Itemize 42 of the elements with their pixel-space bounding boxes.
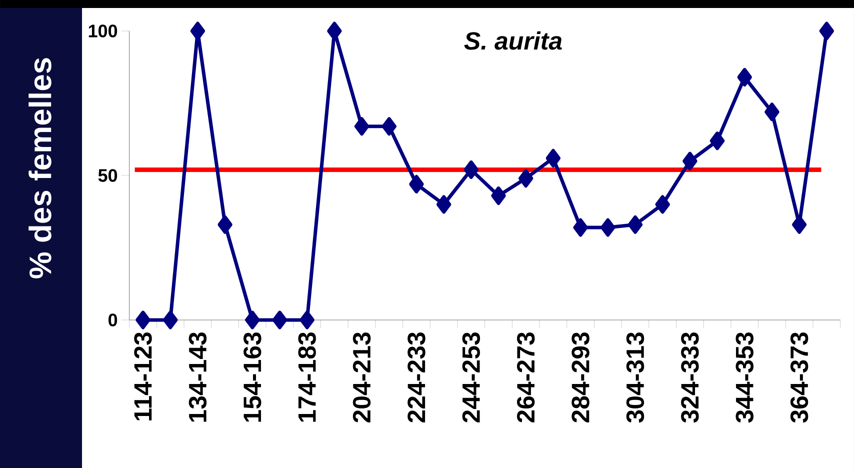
x-tick-label: 114-123 [134,332,152,420]
point [190,22,206,40]
point [491,186,506,205]
point [573,218,588,237]
point [518,169,534,188]
x-tick-label: 324-333 [681,332,699,423]
point [600,218,616,237]
y-tick-label: 50 [98,169,118,182]
point [354,117,370,136]
x-tick-label: 264-273 [516,332,535,422]
point [136,310,150,330]
point [655,195,670,214]
x-tick-label: 204-213 [352,332,371,422]
point [819,22,834,40]
point [764,102,780,122]
x-tick-label: 174-183 [298,332,316,422]
x-tick-label: 344-353 [736,332,754,423]
point [737,68,752,86]
point [300,310,314,330]
x-tick-label: 154-163 [244,332,262,422]
x-tick-label: 364-373 [790,332,808,423]
chart-title: S. aurita [464,31,562,50]
x-tick-label: 304-313 [626,332,644,423]
point [409,174,424,194]
x-tick-label: 284-293 [572,332,590,422]
point [162,310,178,330]
point [682,152,698,170]
point [218,215,232,234]
point [382,117,396,136]
point [546,148,561,168]
point [436,195,452,214]
y-tick-label: 100 [88,24,118,38]
point [464,160,479,179]
point [245,310,260,330]
x-tick-label: 244-253 [462,332,480,422]
x-tick-label: 134-143 [188,332,207,422]
x-tick-label: 224-233 [408,332,426,422]
y-tick-label: 0 [108,314,118,326]
point [628,215,643,234]
point [710,132,725,150]
point [272,310,288,330]
y-axis-title: % des femelles [28,58,52,278]
